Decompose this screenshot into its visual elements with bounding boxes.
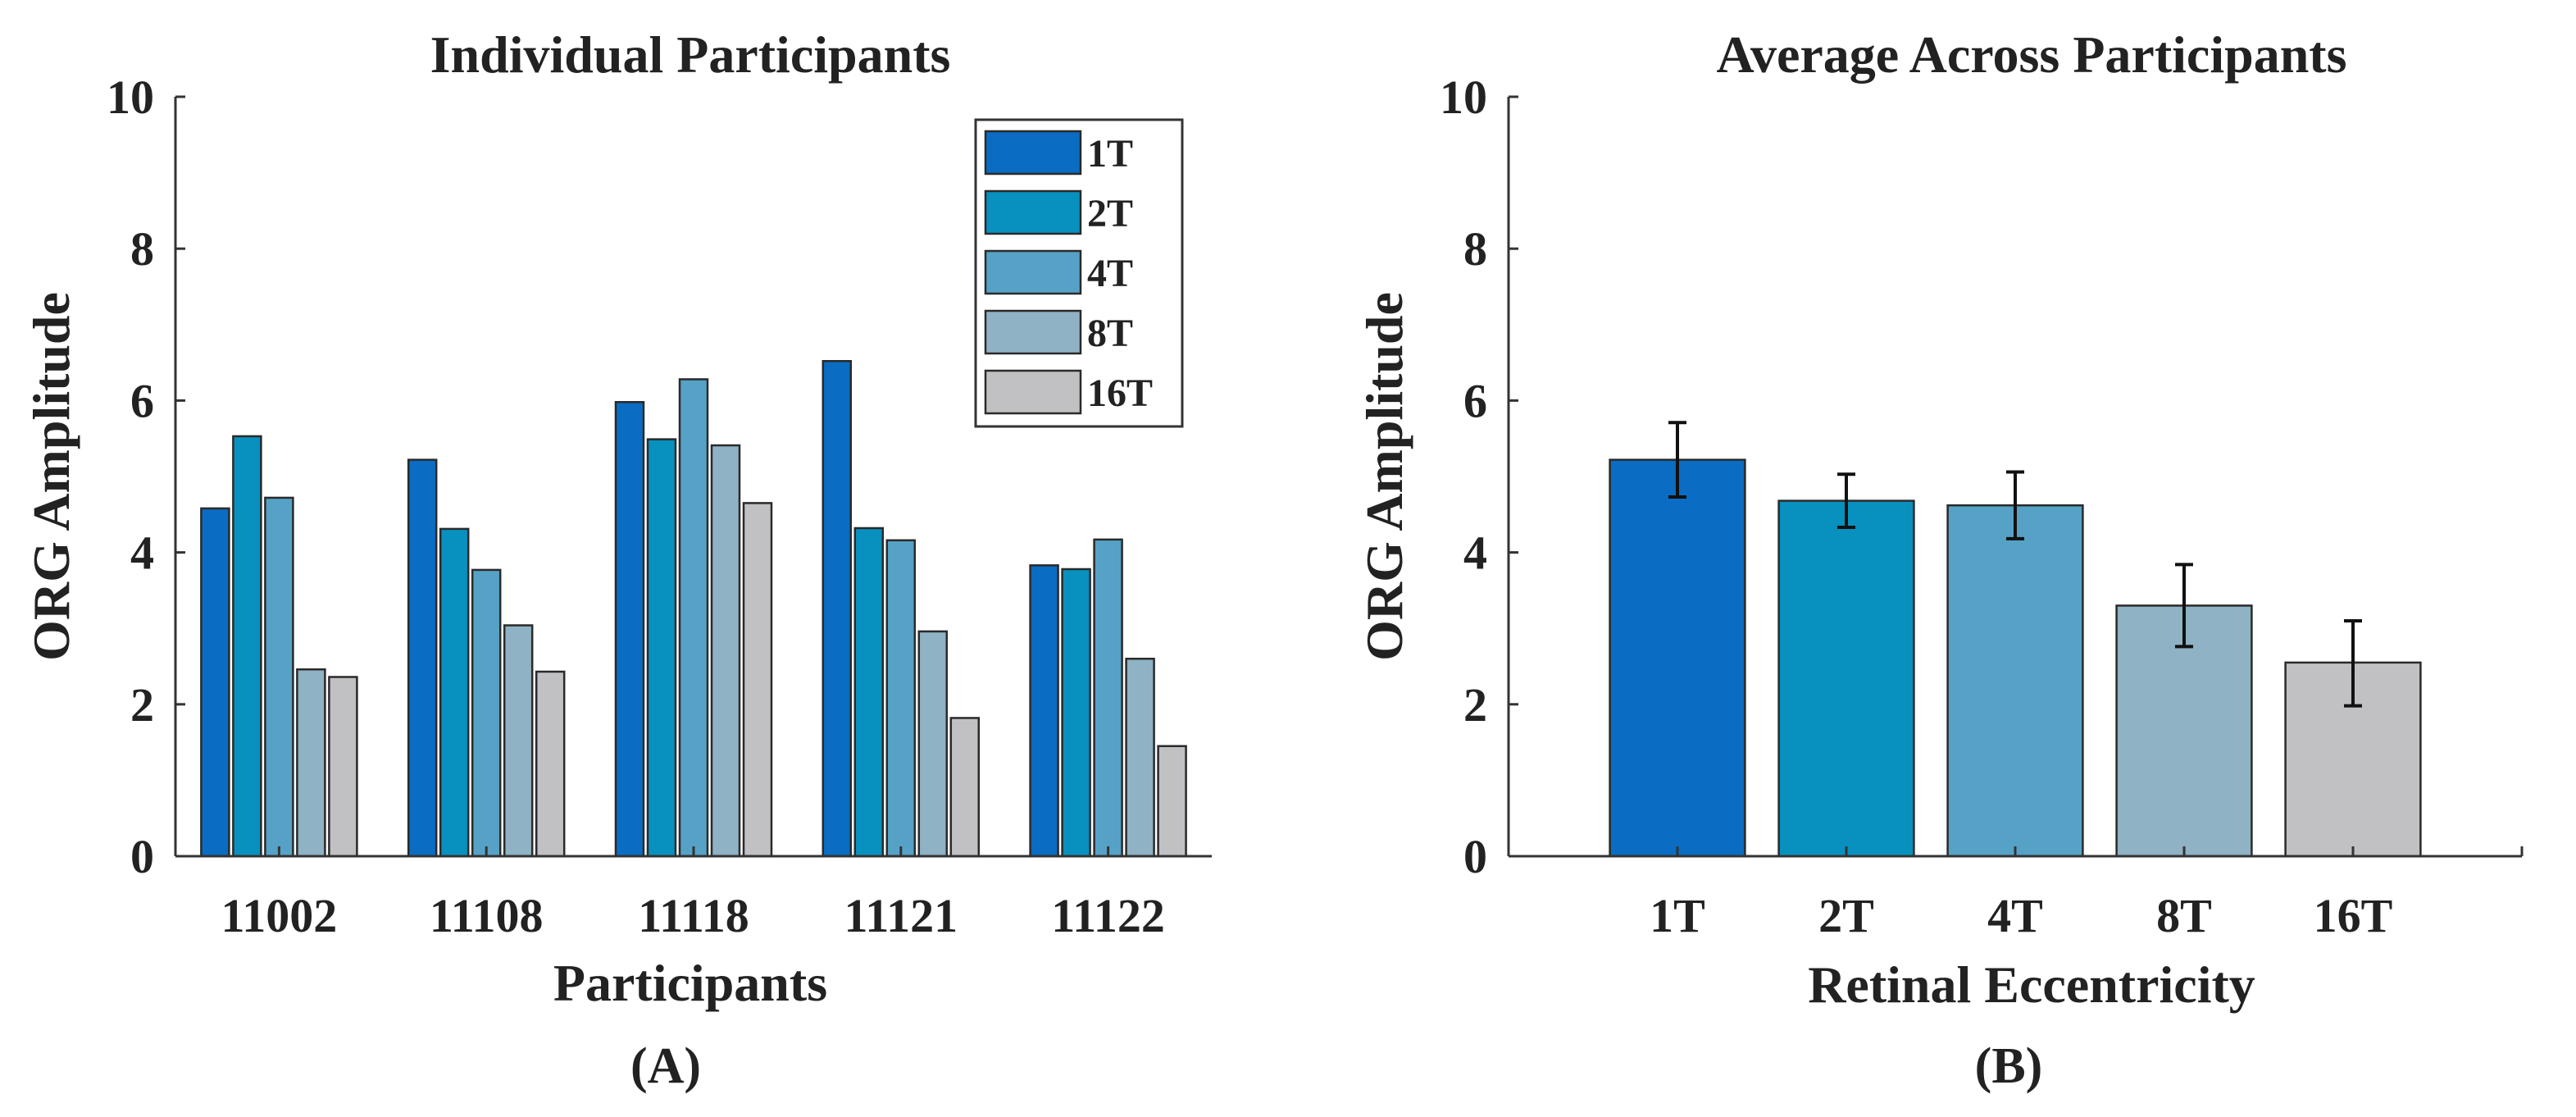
x-tick-label-11002: 11002: [221, 889, 337, 942]
y-tick-label-b: 8: [1463, 222, 1487, 276]
legend-label-16T: 16T: [1087, 372, 1153, 415]
error-bar-8T: [2175, 563, 2193, 649]
y-ticks-b: 0 2 4 6 8 10: [1440, 71, 1518, 883]
bar-11002-1T: [200, 507, 230, 858]
legend-items: 1T 2T 4T 8T 16T: [984, 130, 1153, 415]
panel-a: Individual Participants ORG Amplitude Pa…: [22, 25, 1212, 1094]
legend-swatch-16T: [984, 369, 1082, 415]
bar-11122-2T: [1061, 568, 1091, 858]
bar-11122-16T: [1157, 745, 1187, 858]
x-tick-label-4T: 4T: [1987, 889, 2043, 942]
legend-swatch-8T: [984, 309, 1082, 355]
error-bar-4T: [2006, 470, 2024, 540]
y-tick-label-b: 4: [1463, 527, 1487, 580]
bars-b: [1609, 458, 2422, 858]
bar-11108-8T: [503, 624, 534, 858]
panel-b: Average Across Participants ORG Amplitud…: [1355, 25, 2524, 1094]
panel-label-a: (A): [630, 1038, 701, 1094]
x-tick-label-11122: 11122: [1051, 889, 1165, 942]
y-ticks-a: 0 2 4 6 8 10: [107, 71, 185, 883]
bar-11108-1T: [407, 458, 438, 858]
avg-bar-2T: [1777, 499, 1915, 858]
bar-11118-16T: [742, 502, 773, 858]
legend-swatch-4T: [984, 249, 1082, 295]
error-bar-1T: [1668, 421, 1686, 499]
avg-bar-1T: [1609, 458, 1746, 858]
x-tick-label-1T: 1T: [1650, 889, 1705, 942]
bar-11122-4T: [1093, 538, 1123, 858]
bar-11118-2T: [646, 438, 677, 858]
bar-11118-4T: [678, 378, 709, 858]
bar-11121-2T: [853, 527, 885, 858]
x-axis-label-a: Participants: [553, 954, 827, 1012]
x-ticks-b: 1T 2T 4T 8T 16T: [1507, 846, 2524, 942]
x-tick-label-8T: 8T: [2156, 889, 2212, 942]
bar-11122-8T: [1125, 657, 1155, 858]
y-tick-label-a: 2: [130, 678, 154, 732]
y-tick-label-b: 2: [1463, 678, 1487, 732]
y-tick-label-a: 4: [130, 527, 154, 580]
panel-label-b: (B): [1975, 1038, 2043, 1094]
legend-swatch-2T: [984, 189, 1082, 235]
bar-11118-8T: [710, 444, 741, 858]
legend-label-1T: 1T: [1087, 132, 1133, 176]
y-tick-label-a: 0: [130, 830, 154, 883]
bar-11002-8T: [296, 668, 326, 858]
error-bars-b: [1668, 421, 2362, 708]
bar-11002-4T: [264, 496, 294, 858]
legend-label-2T: 2T: [1087, 192, 1133, 235]
bar-11108-2T: [439, 527, 470, 858]
bar-11108-4T: [471, 568, 502, 858]
bar-11108-16T: [535, 670, 566, 858]
avg-bar-4T: [1946, 504, 2084, 858]
bar-11002-16T: [328, 676, 358, 858]
x-axis-label-b: Retinal Eccentricity: [1808, 955, 2255, 1014]
bar-11121-16T: [949, 717, 981, 858]
bar-11002-2T: [232, 435, 262, 858]
legend-label-4T: 4T: [1087, 252, 1133, 295]
bar-11121-1T: [821, 359, 853, 858]
bar-11121-8T: [917, 630, 949, 858]
y-tick-label-a: 8: [130, 222, 154, 276]
y-axis-label-b: ORG Amplitude: [1355, 292, 1413, 661]
x-ticks-a: 11002 11108 11118 11121 11122: [221, 846, 1165, 942]
chart-title-b: Average Across Participants: [1716, 25, 2346, 84]
bar-11121-4T: [885, 539, 917, 858]
y-tick-label-a: 10: [107, 71, 154, 124]
legend-label-8T: 8T: [1087, 312, 1133, 355]
y-tick-label-a: 6: [130, 374, 154, 427]
bar-11118-1T: [614, 401, 645, 858]
legend: 1T 2T 4T 8T 16T: [974, 118, 1184, 428]
error-bar-16T: [2344, 618, 2362, 708]
chart-title-a: Individual Participants: [430, 25, 951, 84]
y-tick-label-b: 10: [1440, 71, 1487, 124]
x-tick-label-16T: 16T: [2314, 889, 2393, 942]
bar-11122-1T: [1029, 564, 1059, 858]
legend-swatch-1T: [984, 130, 1082, 176]
x-tick-label-11118: 11118: [638, 889, 749, 942]
y-axis-label-a: ORG Amplitude: [22, 292, 80, 661]
x-tick-label-11108: 11108: [430, 889, 544, 942]
x-tick-label-2T: 2T: [1818, 889, 1874, 942]
y-tick-label-b: 0: [1463, 830, 1487, 883]
x-tick-label-11121: 11121: [844, 889, 958, 942]
error-bar-2T: [1837, 472, 1855, 530]
bars-a: [200, 359, 1187, 858]
y-tick-label-b: 6: [1463, 374, 1487, 427]
